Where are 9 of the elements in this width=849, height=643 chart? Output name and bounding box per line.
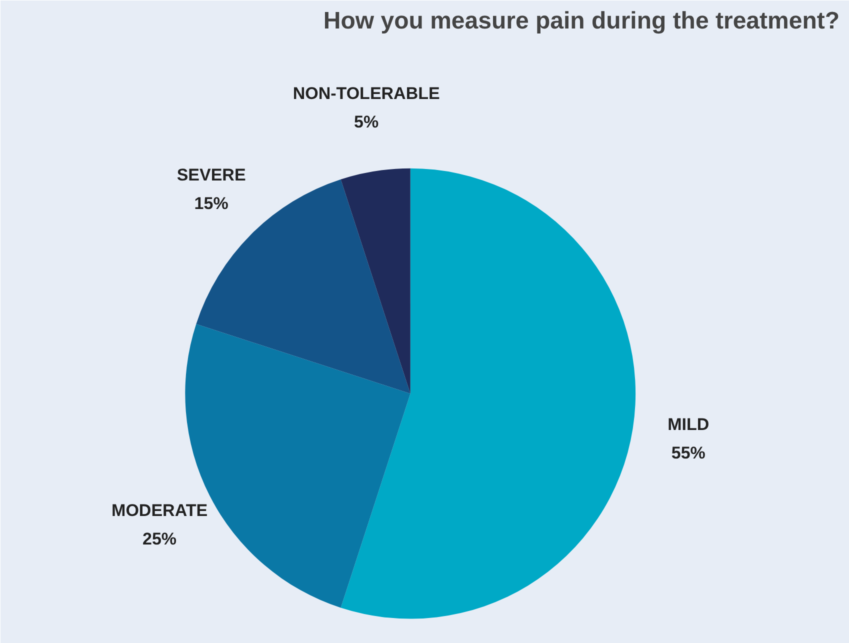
data-label: 5% xyxy=(354,112,379,132)
slice-label: MODERATE xyxy=(112,501,208,520)
data-label: 25% xyxy=(142,530,177,549)
data-label: 55% xyxy=(671,444,706,463)
slice-label: SEVERE xyxy=(176,165,246,184)
data-label: 15% xyxy=(194,194,228,213)
chart-title: How you measure pain during the treatment? xyxy=(323,8,840,34)
slice-label: MILD xyxy=(668,415,710,434)
slice-label: NON-TOLERABLE xyxy=(292,84,440,104)
